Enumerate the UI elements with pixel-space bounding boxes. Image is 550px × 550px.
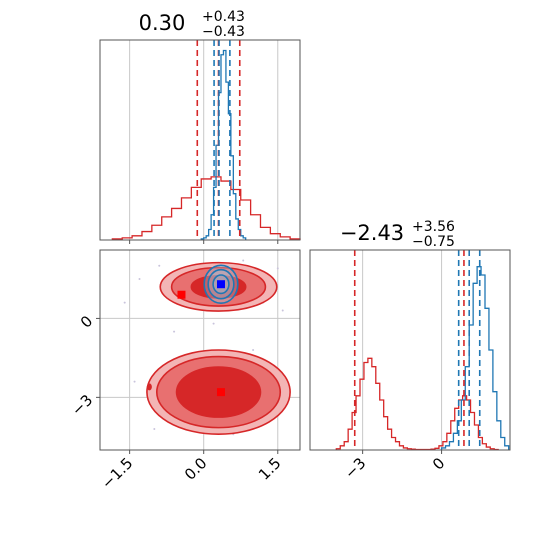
background-sample-dot-6 [252, 349, 255, 351]
scatter-2d-ytick-label-0: −3 [68, 391, 96, 419]
hist-1-title: 0.30 +0.43−0.43 [139, 9, 245, 40]
hist-2-title-minus: −0.75 [412, 234, 455, 250]
background-sample-dot-8 [153, 427, 156, 430]
scatter-2d-frame [99, 249, 301, 451]
hist-2-xtick-label-1: 0 [429, 454, 448, 473]
hist-1-frame [99, 39, 301, 241]
marker-0 [216, 280, 225, 289]
background-sample-dot-13 [123, 301, 126, 304]
hist-2-blue-series [440, 266, 510, 450]
scatter-2d-xtick-label-1: 0.0 [181, 454, 211, 484]
marker-1 [177, 290, 186, 299]
scatter-panel-2d: −1.5 0.0 1.5 −3 0 [68, 250, 300, 493]
background-sample-dot-4 [276, 267, 279, 270]
hist-1-title-minus: −0.43 [202, 24, 245, 40]
background-sample-dot-12 [281, 309, 284, 312]
background-sample-dot-10 [133, 380, 136, 383]
background-sample-dot-5 [173, 330, 176, 333]
scatter-2d-xtick-label-2: 1.5 [255, 454, 285, 484]
background-sample-dot-2 [158, 264, 161, 267]
background-sample-dot-11 [212, 322, 215, 325]
hist-2-title-plus: +3.56 [412, 219, 455, 235]
hist-2-xtick-label-0: −3 [341, 454, 369, 482]
hist-1-title-plus: +0.43 [202, 9, 245, 25]
hist-2-red-series [335, 357, 499, 451]
hist-2-title-value: −2.43 [340, 221, 404, 245]
hist-2-frame [309, 249, 511, 451]
background-sample-dot-3 [138, 277, 141, 280]
marker-2 [216, 388, 225, 397]
red-outlier-blob [146, 383, 152, 391]
hist-1-red-series [111, 176, 301, 240]
hist-panel-1 [111, 40, 301, 244]
scatter-2d-ytick-label-1: 0 [77, 312, 96, 331]
hist-2-title: −2.43 +3.56−0.75 [340, 219, 455, 250]
background-sample-dot-14 [242, 259, 245, 262]
hist-1-blue-series [200, 49, 247, 240]
hist-panel-2: −3 0 [335, 250, 510, 482]
hist-1-title-value: 0.30 [139, 11, 186, 35]
scatter-2d-xtick-label-0: −1.5 [98, 454, 136, 492]
